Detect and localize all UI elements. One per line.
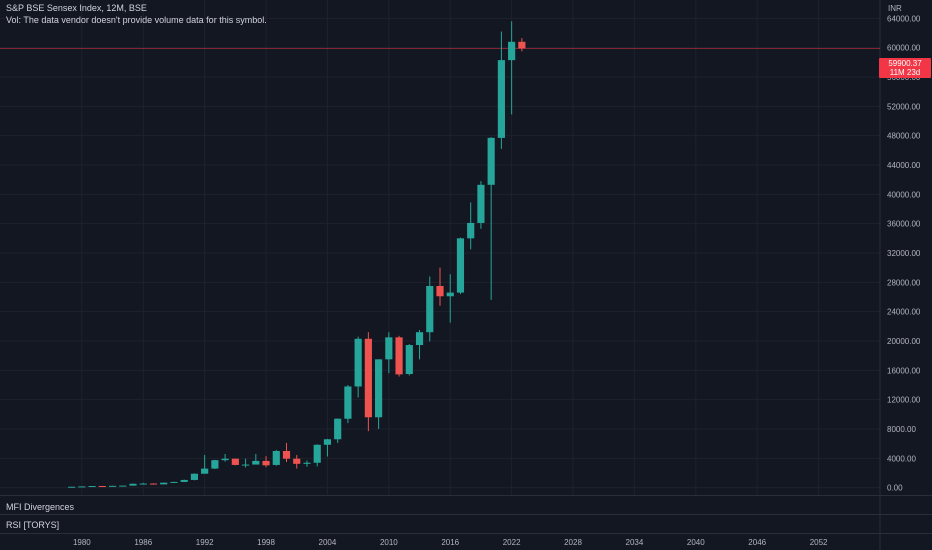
candle-body bbox=[293, 458, 301, 464]
candle-body bbox=[119, 485, 127, 487]
last-price-value: 59900.37 bbox=[888, 59, 922, 68]
candle-body bbox=[375, 359, 383, 418]
x-tick-label: 2004 bbox=[319, 538, 337, 547]
candle-body bbox=[149, 483, 158, 485]
pane-separator-1[interactable] bbox=[0, 495, 932, 496]
candle-body bbox=[221, 458, 229, 461]
candle-body bbox=[334, 418, 342, 440]
candle-body bbox=[190, 473, 198, 480]
candle-body bbox=[108, 485, 117, 487]
candle-body bbox=[446, 292, 454, 297]
candle-body bbox=[508, 41, 516, 61]
candle-body bbox=[98, 486, 106, 488]
x-tick-label: 2022 bbox=[503, 538, 521, 547]
candle-body bbox=[129, 483, 137, 486]
candle-body bbox=[364, 338, 372, 418]
mfi-pane-label[interactable]: MFI Divergences bbox=[6, 502, 75, 512]
candle-body bbox=[139, 483, 147, 485]
candle-body bbox=[88, 486, 96, 488]
candle-body bbox=[395, 337, 403, 375]
candle-body bbox=[211, 460, 219, 469]
candle-body bbox=[252, 460, 260, 465]
candle-body bbox=[160, 482, 168, 485]
candle-body bbox=[303, 462, 311, 464]
candle-body bbox=[415, 332, 424, 346]
y-tick-label: 64000.00 bbox=[887, 14, 921, 23]
volume-notice: Vol: The data vendor doesn't provide vol… bbox=[6, 15, 267, 25]
candle-body bbox=[231, 458, 239, 465]
y-tick-label: 48000.00 bbox=[887, 132, 921, 141]
y-tick-label: 24000.00 bbox=[887, 308, 921, 317]
candle-body bbox=[467, 222, 475, 239]
candle-body bbox=[170, 481, 178, 483]
last-price-tag: 59900.37 11M 23d bbox=[879, 58, 931, 78]
y-tick-label: 52000.00 bbox=[887, 102, 921, 111]
candle-body bbox=[201, 468, 209, 474]
candle-body bbox=[405, 345, 413, 374]
pane-separator-3 bbox=[0, 533, 932, 534]
x-tick-label: 2046 bbox=[748, 538, 766, 547]
bar-countdown: 11M 23d bbox=[889, 68, 921, 77]
candle-body bbox=[323, 439, 332, 445]
candle-body bbox=[344, 386, 352, 419]
x-tick-label: 2034 bbox=[626, 538, 644, 547]
candle-body bbox=[242, 464, 250, 466]
y-tick-label: 36000.00 bbox=[887, 220, 921, 229]
candle-body bbox=[262, 460, 270, 466]
candle-body bbox=[518, 41, 526, 49]
y-tick-label: 4000.00 bbox=[887, 454, 916, 463]
candle-body bbox=[180, 479, 188, 482]
y-tick-label: 0.00 bbox=[887, 484, 903, 493]
candle-body bbox=[385, 337, 393, 360]
y-tick-label: 8000.00 bbox=[887, 425, 916, 434]
y-tick-label: 40000.00 bbox=[887, 190, 921, 199]
candle-body bbox=[78, 486, 86, 488]
x-tick-label: 1992 bbox=[196, 538, 214, 547]
rsi-pane-label[interactable]: RSI [TORYS] bbox=[6, 520, 60, 530]
y-tick-label: 20000.00 bbox=[887, 337, 921, 346]
pane-separator-2[interactable] bbox=[0, 514, 932, 515]
x-tick-label: 2010 bbox=[380, 538, 398, 547]
candle-body bbox=[272, 451, 280, 465]
y-tick-label: 12000.00 bbox=[887, 396, 921, 405]
x-tick-label: 1980 bbox=[73, 538, 91, 547]
y-tick-label: 32000.00 bbox=[887, 249, 921, 258]
candle-body bbox=[68, 486, 76, 488]
candle-body bbox=[436, 286, 444, 297]
x-tick-label: 1986 bbox=[134, 538, 152, 547]
symbol-title[interactable]: S&P BSE Sensex Index, 12M, BSE bbox=[6, 3, 147, 13]
y-tick-label: 44000.00 bbox=[887, 161, 921, 170]
candle-body bbox=[313, 444, 321, 463]
x-tick-label: 2028 bbox=[564, 538, 582, 547]
x-tick-label: 2052 bbox=[810, 538, 828, 547]
x-tick-label: 2016 bbox=[441, 538, 459, 547]
candle-body bbox=[282, 451, 291, 459]
x-tick-label: 2040 bbox=[687, 538, 705, 547]
x-tick-label: 1998 bbox=[257, 538, 275, 547]
y-tick-label: 28000.00 bbox=[887, 278, 921, 287]
y-tick-label: 60000.00 bbox=[887, 44, 921, 53]
candle-body bbox=[456, 238, 465, 293]
currency-label: INR bbox=[888, 4, 902, 13]
candle-body bbox=[497, 60, 505, 138]
candle-body bbox=[354, 338, 362, 387]
candle-body bbox=[487, 137, 495, 185]
candle-body bbox=[426, 286, 434, 333]
y-tick-label: 16000.00 bbox=[887, 366, 921, 375]
candle-body bbox=[477, 184, 485, 223]
